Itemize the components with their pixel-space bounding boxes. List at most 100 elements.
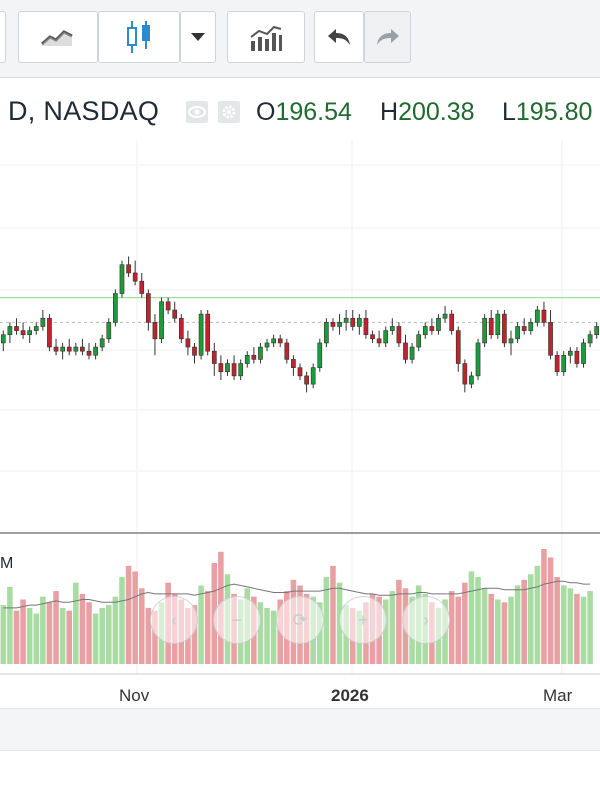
scroll-right-button[interactable]: › — [402, 596, 450, 644]
candle-body — [370, 334, 375, 340]
volume-bar — [204, 591, 211, 664]
candle-body — [297, 367, 303, 377]
volume-bar — [79, 593, 86, 664]
scroll-left-button[interactable]: ‹ — [150, 596, 198, 644]
candle-body — [548, 322, 553, 356]
volume-bar — [547, 557, 554, 664]
chevron-right-icon: › — [423, 609, 429, 630]
candle-body — [251, 354, 257, 360]
candle-body — [429, 326, 435, 331]
candlestick-icon — [125, 19, 153, 55]
volume-bar — [468, 571, 475, 664]
ohlc-high: H200.38 — [380, 98, 475, 127]
eye-icon[interactable] — [186, 101, 208, 123]
volume-bar — [125, 565, 132, 664]
candle-body — [139, 280, 145, 294]
candle-body — [396, 326, 402, 344]
candle-body — [350, 317, 356, 327]
volume-bar — [528, 574, 534, 664]
candle-body — [475, 342, 481, 377]
candle-body — [211, 350, 217, 364]
candle-body — [594, 326, 600, 336]
undo-icon — [326, 27, 352, 47]
volume-bar — [587, 591, 593, 664]
candle-body — [409, 346, 415, 360]
volume-bar — [99, 607, 105, 664]
candle-body — [310, 367, 316, 385]
candle-body — [66, 346, 72, 352]
high-label: H — [380, 98, 399, 126]
candle-body — [185, 338, 191, 348]
candle-body — [291, 359, 296, 368]
undo-button[interactable] — [314, 11, 364, 63]
indicators-icon — [249, 23, 283, 51]
gear-icon[interactable] — [218, 101, 240, 123]
chart-type-dropdown[interactable] — [180, 11, 216, 63]
candle-body — [508, 338, 514, 344]
reset-button[interactable]: ⟳ — [276, 596, 324, 644]
candle-body — [455, 330, 461, 364]
candle-body — [363, 317, 369, 336]
x-tick-label: 2026 — [331, 686, 369, 705]
candle-body — [416, 334, 422, 348]
candle-body — [561, 354, 567, 373]
minus-icon: − — [231, 609, 243, 630]
candle-body — [119, 264, 125, 294]
candle-body — [403, 342, 408, 360]
toolbar-button-partial[interactable] — [0, 11, 6, 63]
candle-body — [106, 322, 112, 340]
zoom-in-button[interactable]: + — [339, 596, 387, 644]
candle-body — [356, 317, 362, 327]
high-value: 200.38 — [398, 98, 475, 126]
volume-bar — [554, 577, 560, 664]
candle-body — [20, 330, 26, 336]
candle-body — [0, 334, 6, 344]
redo-button[interactable] — [364, 11, 411, 63]
volume-bar — [106, 605, 112, 664]
candle-body — [47, 317, 52, 348]
candle-body — [469, 375, 474, 385]
line-chart-button[interactable] — [18, 11, 98, 63]
reset-icon: ⟳ — [292, 609, 308, 630]
candle-body — [7, 326, 13, 336]
candle-body — [225, 363, 230, 373]
candle-body — [284, 342, 290, 360]
candle-body — [541, 309, 547, 323]
candle-body — [389, 326, 395, 331]
x-tick-label: Mar — [543, 686, 573, 705]
volume-bar — [40, 596, 46, 664]
candle-body — [192, 346, 197, 356]
volume-bar — [448, 591, 455, 664]
candlestick-button[interactable] — [98, 11, 180, 63]
candle-body — [99, 338, 105, 348]
candle-body — [238, 363, 244, 377]
candle-body — [567, 350, 573, 356]
volume-bar — [382, 599, 389, 664]
candle-body — [218, 363, 224, 373]
volume-bar — [580, 596, 587, 664]
candle-body — [535, 309, 540, 323]
open-label: O — [256, 98, 276, 126]
candle-body — [159, 301, 164, 340]
candle-body — [86, 350, 92, 356]
volume-bar — [270, 610, 277, 664]
volume-bar — [514, 585, 521, 664]
candle-body — [277, 338, 283, 344]
candle-body — [554, 354, 560, 373]
volume-bar — [59, 607, 66, 664]
candle-body — [581, 342, 586, 364]
candle-body — [113, 293, 118, 323]
candle-body — [80, 346, 85, 352]
volume-bar — [475, 577, 481, 664]
zoom-out-button[interactable]: − — [213, 596, 261, 644]
open-value: 196.54 — [275, 98, 352, 126]
chevron-down-icon — [191, 33, 205, 41]
volume-bar — [138, 588, 145, 664]
candle-body — [40, 317, 46, 327]
indicators-button[interactable] — [227, 11, 305, 63]
candle-body — [14, 326, 19, 331]
candle-body — [324, 322, 329, 344]
plus-icon: + — [357, 609, 369, 630]
volume-bar — [46, 602, 53, 664]
volume-bar — [152, 610, 158, 664]
